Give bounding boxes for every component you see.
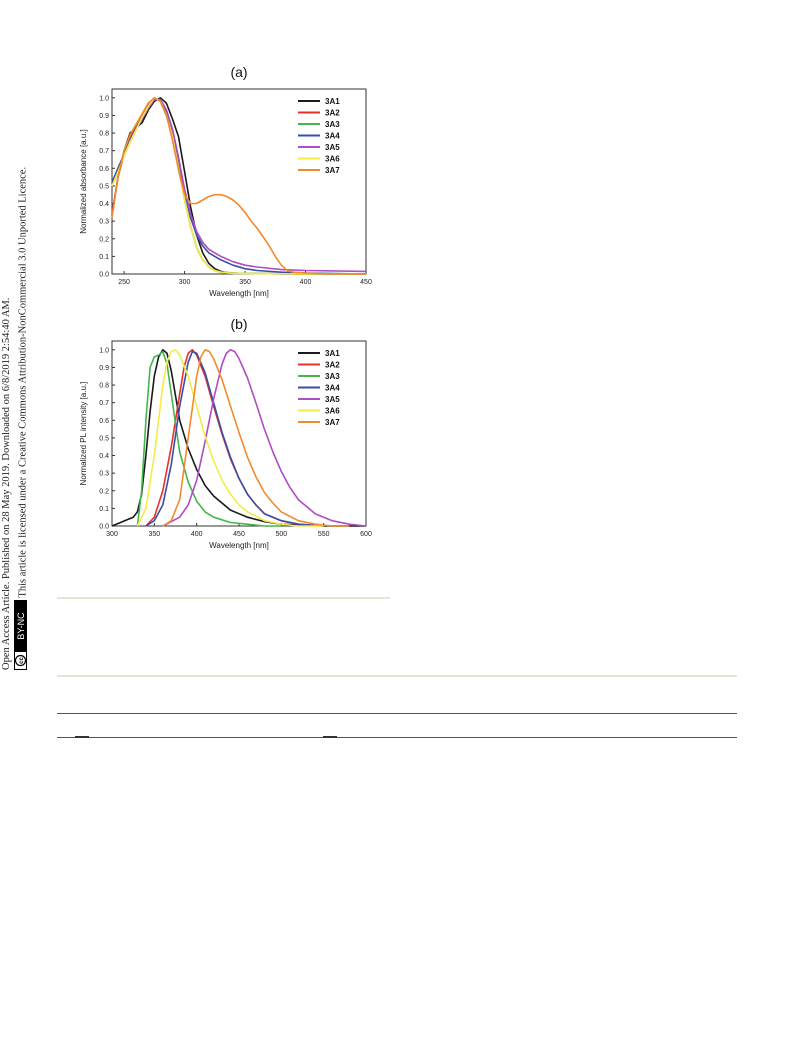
cc-license-badge[interactable]: cc BY-NC [14,600,32,670]
legend-label-3a1: 3A1 [325,349,340,358]
legend-label-3a5: 3A5 [325,143,340,152]
license-sidebar: Open Access Article. Published on 28 May… [0,110,40,670]
series-line-3a6 [136,348,324,527]
x-tick-label: 550 [318,531,330,538]
legend-label-3a7: 3A7 [325,166,340,175]
cc-badge-text: BY-NC [16,612,26,640]
y-tick-label: 0.5 [99,183,109,190]
y-tick-label: 0.6 [99,418,109,425]
y-tick-label: 1.0 [99,347,109,354]
y-tick-label: 1.0 [99,95,109,102]
y-tick-label: 0.3 [99,471,109,478]
legend-label-3a3: 3A3 [325,372,340,381]
sidebar-license-line: cc BY-NC This article is licensed under … [14,110,32,670]
series-group [111,96,367,275]
y-tick-label: 0.2 [99,236,109,243]
y-tick-label: 0.5 [99,435,109,442]
x-tick-label: 450 [360,279,372,286]
divider-3 [57,713,737,714]
x-tick-label: 400 [300,279,312,286]
series-line-3a7 [111,96,366,275]
x-tick-label: 250 [118,279,130,286]
y-tick-label: 0.8 [99,383,109,390]
x-tick-label: 600 [360,531,372,538]
chart-a-absorbance: (a) 0.0 0.1 0.2 0.3 0.4 0.5 0.6 0.7 0.8 0.9 1.0 250 3… [79,64,372,298]
divider-4-tick-left [75,736,89,738]
y-tick-label: 0.9 [99,113,109,120]
cc-icon [14,654,27,667]
y-tick-label: 0.1 [99,506,109,513]
series-line-3a7 [162,348,350,527]
y-tick-label: 0.0 [99,272,109,279]
x-tick-label: 350 [148,531,160,538]
divider-2 [57,675,737,677]
sidebar-publication-line: Open Access Article. Published on 28 May… [1,297,12,670]
y-tick-label: 0.4 [99,201,109,208]
legend-label-3a2: 3A2 [325,361,340,370]
legend-label-3a7: 3A7 [325,418,340,427]
panel-label: (a) [230,64,247,80]
y-tick-label: 0.1 [99,254,109,261]
chart-b-pl-intensity: (b) 0.0 0.1 0.2 0.3 0.4 0.5 0.6 0.7 0.8 0.9 1.0 300 3… [79,316,372,550]
legend: 3A1 3A2 3A3 3A4 3A5 3A6 3A7 [298,349,340,427]
legend-label-3a5: 3A5 [325,395,340,404]
legend-label-3a3: 3A3 [325,120,340,129]
series-line-3a3 [136,350,282,527]
x-tick-label: 350 [239,279,251,286]
x-axis-label: Wavelength [nm] [209,541,269,550]
y-tick-label: 0.8 [99,131,109,138]
legend-label-3a1: 3A1 [325,97,340,106]
y-tick-label: 0.6 [99,166,109,173]
y-tick-label: 0.0 [99,524,109,531]
series-group [111,348,367,527]
y-axis-label: Normalized absorbance [a.u.] [79,129,88,234]
legend-label-3a6: 3A6 [325,155,340,164]
x-axis-label: Wavelength [nm] [209,289,269,298]
legend-label-3a4: 3A4 [325,132,340,141]
legend: 3A1 3A2 3A3 3A4 3A5 3A6 3A7 [298,97,340,175]
legend-label-3a2: 3A2 [325,109,340,118]
x-tick-label: 500 [275,531,287,538]
y-tick-label: 0.3 [99,219,109,226]
legend-label-3a4: 3A4 [325,384,340,393]
panel-label: (b) [230,316,247,332]
divider-4 [57,737,737,738]
x-tick-label: 300 [179,279,191,286]
sidebar-license-text: This article is licensed under a Creativ… [17,166,29,598]
y-tick-label: 0.2 [99,488,109,495]
y-tick-label: 0.4 [99,453,109,460]
x-tick-label: 450 [233,531,245,538]
series-line-3a5 [162,348,367,527]
y-tick-label: 0.9 [99,365,109,372]
y-tick-label: 0.7 [99,400,109,407]
y-axis-label: Normalized PL intensity [a.u.] [79,382,88,486]
x-tick-label: 300 [106,531,118,538]
divider-4-tick-right [323,736,337,738]
x-tick-label: 400 [191,531,203,538]
legend-label-3a6: 3A6 [325,407,340,416]
svg-text:cc: cc [19,657,25,664]
divider-1 [57,597,390,599]
y-tick-label: 0.7 [99,148,109,155]
